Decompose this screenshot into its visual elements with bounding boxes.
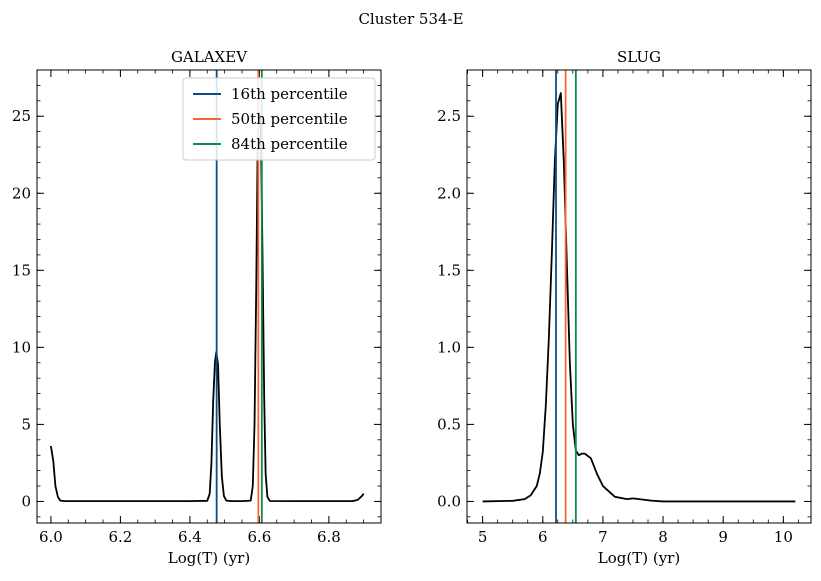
x-tick-label: 6.8 (317, 528, 341, 546)
x-tick-label: 9 (718, 528, 728, 546)
x-tick-label: 6.6 (247, 528, 271, 546)
y-tick-label: 20 (12, 184, 31, 202)
pdf-curve (482, 92, 796, 503)
x-tick-label: 6 (538, 528, 548, 546)
x-tick-label: 10 (774, 528, 793, 546)
x-tick-label: 6.0 (39, 528, 63, 546)
y-tick-label: 25 (12, 107, 31, 125)
panel-title: GALAXEV (171, 48, 248, 66)
x-tick-label: 7 (598, 528, 608, 546)
x-tick-label: 5 (478, 528, 488, 546)
figure-suptitle: Cluster 534-E (358, 10, 463, 28)
x-axis-label: Log(T) (yr) (598, 549, 680, 567)
y-tick-label: 10 (12, 338, 31, 356)
galaxev-panel: GALAXEV 6.0 6.2 6.4 6.6 6.8 0 5 10 15 20 25 Log(T) (… (12, 48, 382, 567)
x-tick-label: 8 (658, 528, 668, 546)
legend-label: 84th percentile (231, 135, 348, 153)
y-tick-label: 2.0 (437, 184, 461, 202)
legend-box (182, 77, 376, 161)
y-tick-label: 0 (21, 492, 31, 510)
axes-frame (466, 69, 812, 524)
y-tick-label: 15 (12, 261, 31, 279)
x-tick-label: 6.4 (178, 528, 202, 546)
x-axis-label: Log(T) (yr) (168, 549, 250, 567)
y-tick-label: 0.0 (437, 492, 461, 510)
panel-title: SLUG (617, 48, 661, 66)
y-tick-label: 2.5 (437, 107, 461, 125)
slug-panel: SLUG 5 6 7 8 9 10 0.0 0.5 1.0 1.5 2.0 2.5 Log(T) (yr) (437, 48, 812, 567)
legend: 16th percentile 50th percentile 84th perce… (182, 77, 376, 161)
y-tick-label: 1.0 (437, 338, 461, 356)
y-tick-label: 5 (21, 415, 31, 433)
legend-label: 16th percentile (231, 85, 348, 103)
axes-frame (36, 69, 382, 524)
x-tick-label: 6.2 (108, 528, 132, 546)
legend-label: 50th percentile (231, 110, 348, 128)
pdf-curve (50, 112, 365, 503)
y-tick-label: 0.5 (437, 415, 461, 433)
y-tick-label: 1.5 (437, 261, 461, 279)
